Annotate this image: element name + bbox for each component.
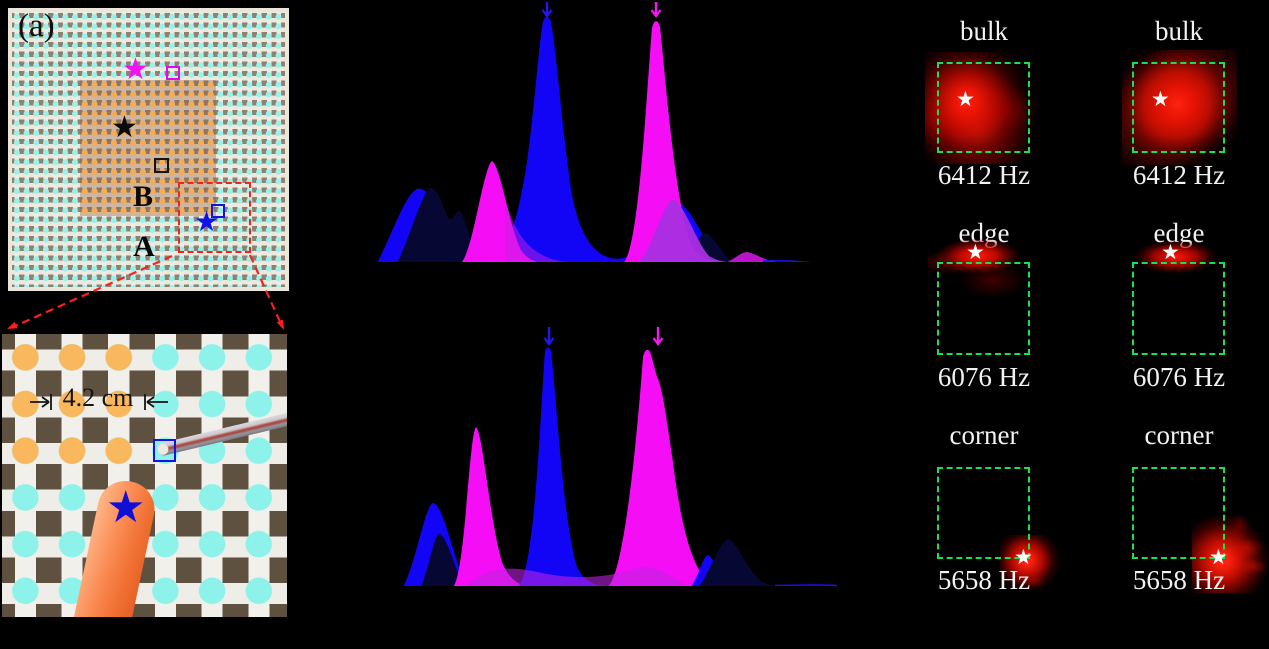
blue-main-peak [485,16,735,263]
peak-arrow-head [652,337,664,346]
zoom-connector-arrows [7,254,284,330]
edge-star-left: ★ [966,240,985,264]
magenta-main-peak [623,21,721,264]
corner-green-box-left [937,467,1030,559]
blue-star-marker: ★ [194,207,220,238]
magenta-star-marker: ★ [122,53,149,86]
peak-arrow-head [543,337,555,346]
bulk-freq-left: 6412 Hz [937,160,1031,190]
bulk-star-right: ★ [1151,87,1170,111]
panel-a-photo: (a) ★ ★ ★ B A [8,8,289,291]
magenta-mid-peak [461,161,543,263]
connector-line-right [248,254,283,325]
zoom-lattice-pattern: ★ 4.2 cm [2,334,287,617]
purple-low-band [467,567,687,587]
bulk-title-left: bulk [959,16,1008,46]
spectrum-chart-top [375,2,825,270]
corner-green-box-right [1132,467,1225,559]
magenta-square-marker [166,66,180,80]
bulk-green-box-right [1132,62,1225,153]
navy-left-peak [421,534,465,587]
corner-title-right: corner [1144,420,1214,450]
dimension-label: 4.2 cm [62,383,134,412]
connector-arrowhead-left [7,321,18,329]
bulk-title-right: bulk [1154,16,1203,46]
region-b-orange-dots [79,79,216,216]
navy-left-peak [397,187,478,263]
red-dashed-zoom-box [178,182,251,253]
edge-green-box-left [937,262,1030,355]
black-square-marker [154,158,169,173]
bulk-green-box-left [937,62,1030,153]
purple-blend-hump [640,200,727,263]
magenta-main-peak [607,349,726,587]
corner-star-left: ★ [1014,545,1033,569]
edge-freq-right: 6076 Hz [1132,362,1226,392]
dimension-arrows [30,394,168,410]
bulk-freq-right: 6412 Hz [1132,160,1226,190]
blue-main-peak [517,347,611,587]
blue-tail-line [774,584,838,587]
corner-freq-left: 5658 Hz [937,565,1031,595]
spectrum-chart-bottom [400,327,838,594]
peak-arrow-head [541,9,553,18]
lattice-photo-pattern: (a) ★ ★ ★ B A [12,12,285,287]
magenta-mid-peak [453,427,529,587]
zoomed-lattice-photo: ★ 4.2 cm [2,334,287,617]
corner-freq-right: 5658 Hz [1132,565,1226,595]
connector-arrowhead-right [276,319,284,330]
corner-star-right: ★ [1209,545,1228,569]
edge-green-box-right [1132,262,1225,355]
panel-a-tag: (a) [18,12,55,44]
magenta-tail-over-blue [505,200,581,263]
black-star-marker: ★ [111,111,138,144]
microphone-probe [156,412,287,457]
navy-right-peak [699,539,787,587]
edge-star-right: ★ [1161,240,1180,264]
zoom-orange-dots-region [2,334,143,475]
peak-arrow-head [650,9,662,18]
blue-square-marker [211,204,225,218]
blue-square-mic-marker [153,439,176,462]
corner-title-left: corner [949,420,1019,450]
bulk-star-left: ★ [956,87,975,111]
blue-star-excitation-marker: ★ [106,483,146,532]
connector-line-left [12,254,173,329]
edge-freq-left: 6076 Hz [937,362,1031,392]
region-label-b: B [132,180,153,213]
region-label-a: A [133,230,155,263]
